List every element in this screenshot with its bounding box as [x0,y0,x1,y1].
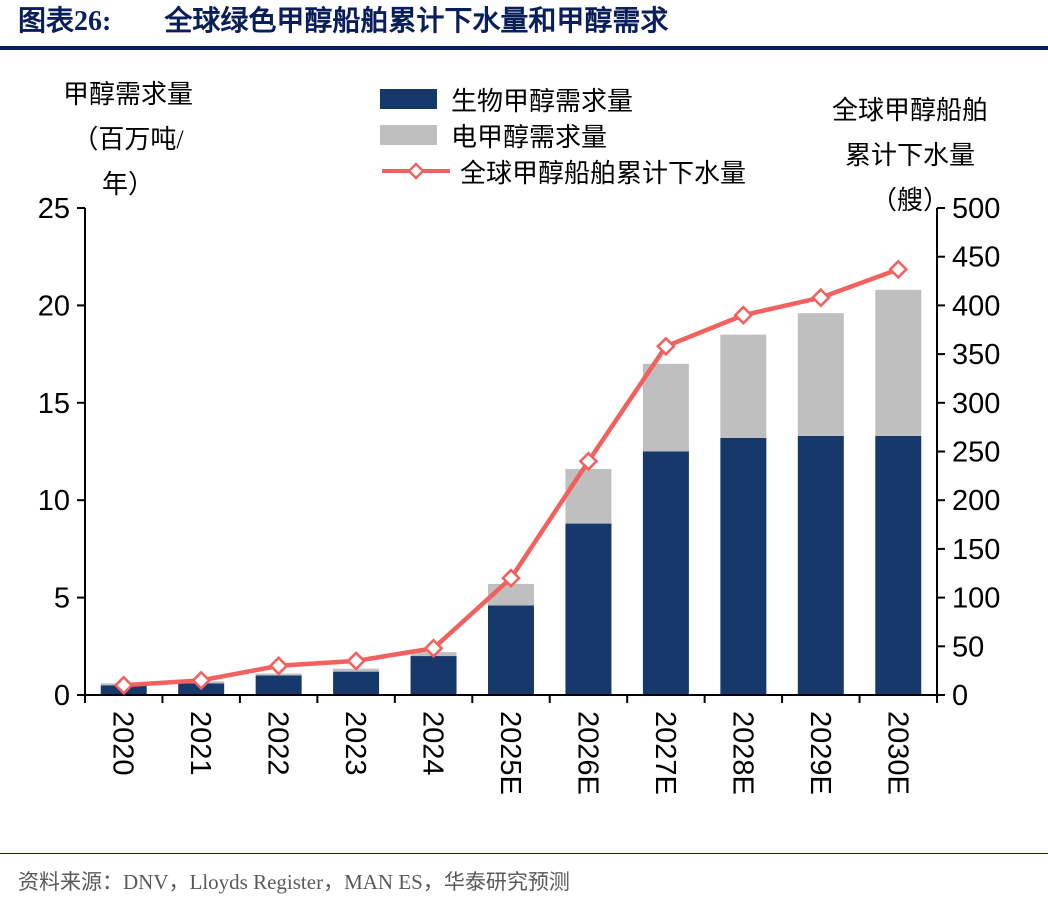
x-label-2025E: 2025E [494,711,526,795]
x-label-2024: 2024 [417,711,449,776]
bar-bio-2027E [642,451,689,695]
right-axis-title-line1: 全球甲醇船舶 [831,96,988,125]
right-tick-label: 100 [952,583,1000,615]
line-marker-swatch-icon [382,162,450,180]
bar-bio-2024 [410,656,457,695]
x-label-2030E: 2030E [881,711,913,795]
right-axis-title-line3: （艘） [870,186,949,215]
line-marker-2024 [423,638,444,659]
bar-bio-2029E [797,435,844,695]
line-marker-2022 [268,655,289,676]
left-tick-label: 5 [54,583,70,615]
bar-bio-2026E [565,523,612,695]
left-axis-title: 甲醇需求量 （百万吨/ 年） [18,72,238,207]
line-marker-2027E [656,336,676,357]
x-label-2029E: 2029E [804,711,836,795]
left-tick-label: 20 [38,290,70,322]
footer-divider [0,853,1048,854]
left-axis-title-line1: 甲醇需求量 [62,80,193,109]
x-label-2020: 2020 [107,711,139,776]
figure-title: 全球绿色甲醇船舶累计下水量和甲醇需求 [164,6,669,37]
bar-bio-2022 [255,675,302,695]
right-tick-label: 350 [952,339,1000,371]
line-marker-2028E [733,305,754,325]
x-label-2023: 2023 [339,711,371,776]
right-tick-label: 0 [952,680,968,712]
right-axis-title: 全球甲醇船舶 累计下水量 （艘） [800,88,1020,223]
bar-e-2026E [565,469,612,524]
legend-item-bio: 生物甲醇需求量 [380,86,746,116]
left-tick-label: 25 [38,193,70,225]
x-label-2026E: 2026E [571,711,603,795]
bar-e-2030E [875,289,922,436]
legend-item-e: 电甲醇需求量 [380,122,746,152]
x-label-2021: 2021 [184,711,216,776]
right-tick-label: 450 [952,242,1000,274]
legend-label-e: 电甲醇需求量 [451,122,608,152]
line-marker-2023 [346,651,366,671]
line-marker-2026E [578,451,599,472]
left-axis-title-line3: 年） [101,170,154,199]
chart-legend: 生物甲醇需求量 电甲醇需求量 全球甲醇船舶累计下水量 [380,86,746,194]
source-note: 资料来源：DNV，Lloyds Register，MAN ES，华泰研究预测 [18,870,570,894]
right-tick-label: 250 [952,437,1000,469]
right-tick-label: 500 [952,193,1000,225]
bar-swatch-e-icon [380,125,437,145]
bar-bio-2030E [875,435,922,695]
right-axis-title-line2: 累计下水量 [844,141,975,170]
right-tick-label: 300 [952,388,1000,420]
left-tick-label: 0 [54,680,70,712]
bar-e-2029E [797,313,844,436]
line-marker-2029E [810,287,831,308]
x-label-2027E: 2027E [649,711,681,795]
figure-header: 图表26: 全球绿色甲醇船舶累计下水量和甲醇需求 [0,0,1048,50]
line-marker-2021 [191,670,212,691]
figure-tag: 图表26: [18,6,112,37]
x-label-2022: 2022 [262,711,294,776]
right-tick-label: 150 [952,534,1000,566]
figure-footer: 资料来源：DNV，Lloyds Register，MAN ES，华泰研究预测 [0,853,1048,896]
left-axis-title-line2: （百万吨/ [72,125,184,154]
right-tick-label: 50 [952,631,984,663]
legend-label-line: 全球甲醇船舶累计下水量 [460,158,747,188]
bar-bio-2025E [488,605,534,695]
line-marker-2025E [501,568,521,588]
line-marker-2030E [888,259,909,280]
line-marker-2020 [113,675,134,696]
legend-label-bio: 生物甲醇需求量 [451,86,634,116]
left-tick-label: 15 [38,388,70,420]
bar-bio-2023 [333,671,380,695]
x-label-2028E: 2028E [726,711,758,795]
right-tick-label: 200 [952,485,1000,517]
bar-e-2028E [720,334,767,438]
bar-bio-2028E [720,437,767,695]
bar-swatch-bio-icon [380,89,437,109]
bar-e-2027E [642,363,689,452]
legend-item-line: 全球甲醇船舶累计下水量 [380,158,746,188]
left-tick-label: 10 [38,485,70,517]
right-tick-label: 400 [952,290,1000,322]
